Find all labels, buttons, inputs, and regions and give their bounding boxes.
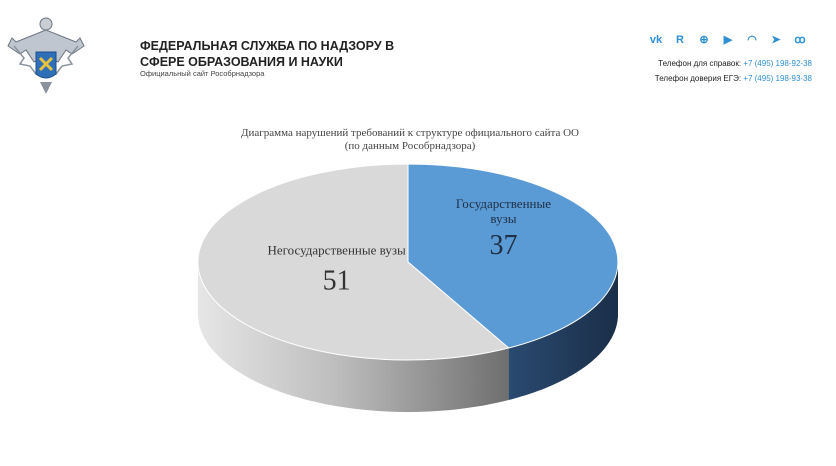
org-title: ФЕДЕРАЛЬНАЯ СЛУЖБА ПО НАДЗОРУ В СФЕРЕ ОБ… (140, 38, 400, 70)
telegram-icon[interactable]: ➤ (771, 34, 781, 46)
pie-value-nonstate: 51 (323, 266, 351, 297)
rutube-icon[interactable]: R (676, 34, 684, 46)
phone-line: Телефон для справок: +7 (495) 198-92-38 (655, 56, 812, 71)
pie-side-nonstate (198, 262, 509, 412)
org-title-line1: ФЕДЕРАЛЬНАЯ СЛУЖБА ПО НАДЗОРУ В (140, 39, 395, 53)
pie-slice-state (407, 163, 619, 349)
plus-icon[interactable]: ⊕ (699, 34, 709, 46)
phones-block: Телефон для справок: +7 (495) 198-92-38 … (655, 56, 812, 86)
hotline-line: Телефон доверия ЕГЭ: +7 (495) 198-93-38 (655, 71, 812, 86)
chart-title: Диаграмма нарушений требований к структу… (170, 127, 650, 153)
phone-number-link[interactable]: +7 (495) 198-92-38 (743, 59, 812, 68)
social-links: vk R ⊕ ▶ ◠ ➤ ꝏ (648, 33, 808, 47)
org-title-line2: СФЕРЕ ОБРАЗОВАНИЯ И НАУКИ (140, 55, 343, 69)
pie-label-state-line1: Государственные (456, 196, 551, 211)
hotline-number-link[interactable]: +7 (495) 198-93-38 (743, 74, 812, 83)
hotline-label: Телефон доверия ЕГЭ: (654, 74, 742, 83)
chart-title-line2: (по данным Рособрнадзора) (344, 140, 476, 152)
pie-side-state (508, 262, 618, 400)
rosobrnadzor-emblem (7, 17, 85, 94)
rss-icon[interactable]: ◠ (747, 34, 757, 46)
pie-label-nonstate: Негосударственные вузы (268, 243, 406, 258)
vk-icon[interactable]: vk (649, 34, 663, 46)
site-subtitle: Официальный сайт Рособрнадзора (140, 69, 265, 78)
phone-label: Телефон для справок: (658, 59, 742, 68)
pie-label-state-line2: вузы (490, 211, 516, 226)
pie-slice-nonstate (197, 163, 510, 361)
chart-title-line1: Диаграмма нарушений требований к структу… (241, 127, 579, 139)
pie-value-state: 37 (489, 230, 517, 261)
odnoklassniki-icon[interactable]: ꝏ (794, 34, 806, 46)
youtube-icon[interactable]: ▶ (723, 34, 733, 46)
